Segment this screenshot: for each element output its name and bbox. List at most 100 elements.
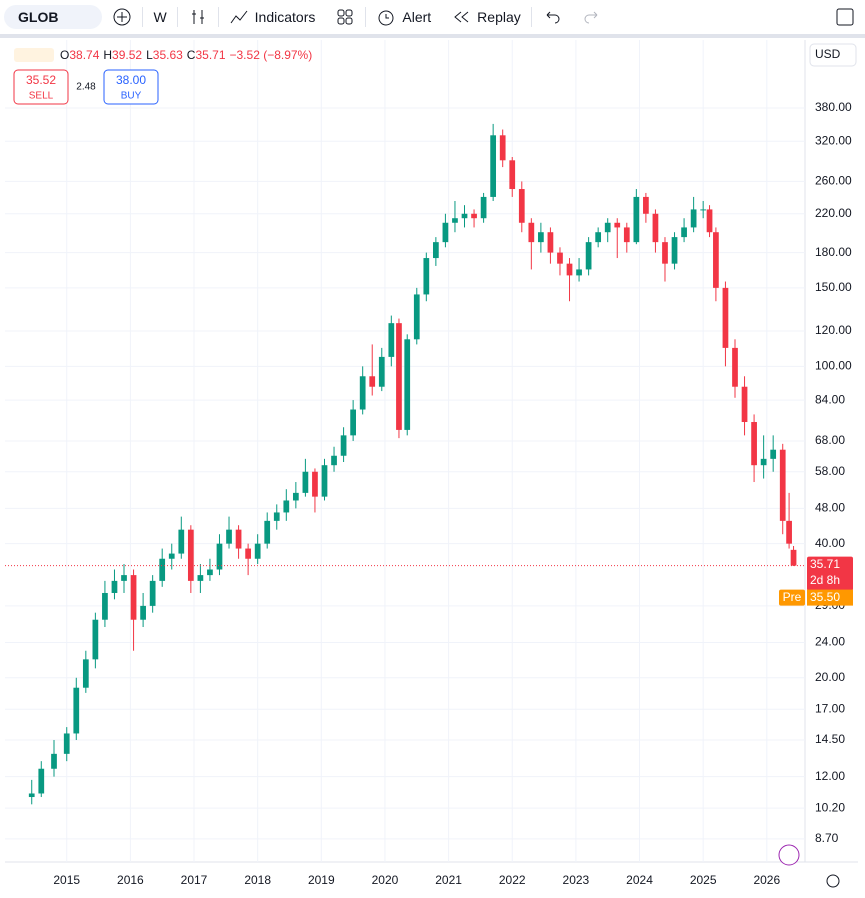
candle-body [461,213,468,219]
candle-body [557,252,563,264]
sell-price: 35.52 [26,73,56,87]
y-tick-label: 14.50 [815,732,845,746]
candle-body [82,659,89,688]
candle-body [149,580,156,606]
candle-body [312,471,318,497]
candle-body [700,209,707,211]
legend-key: L [146,48,153,62]
pre-label: Pre [783,590,802,604]
buy-label: BUY [121,91,142,102]
candle-body [751,422,757,466]
legend-value: 35.63 [153,48,183,62]
candle-body [197,575,204,581]
candle-body [226,529,232,544]
y-tick-label: 48.00 [815,501,845,515]
alert-icon [378,10,394,26]
undo[interactable] [532,0,572,34]
y-tick-label: 220.00 [815,206,852,220]
candle-body [604,222,611,233]
candle-body [643,196,649,214]
candle-body [490,135,497,197]
candle-body [423,258,430,295]
candle-body [38,768,45,794]
x-tick-label: 2019 [308,873,335,887]
layouts-icon [337,9,353,25]
sell-label: SELL [29,91,54,102]
candle-body [111,580,118,593]
chart: 380.00 320.00 260.00 220.00 180.00 150.00 120.… [0,38,865,898]
separator [217,7,219,27]
legend-value: 35.71 [195,48,225,62]
candle-body [321,465,328,497]
x-tick-label: 2016 [117,873,144,887]
candle-body [331,455,337,466]
redo-icon [584,11,598,24]
indicators[interactable]: Indicators [219,0,326,34]
countdown: 2d 8h [810,573,840,587]
candle-body [388,323,395,357]
candle-body [790,549,797,566]
y-tick-label: 120.00 [815,323,852,337]
interval[interactable]: W [153,9,167,25]
candle-body [245,548,251,559]
x-tick-label: 2015 [53,873,80,887]
candle-body [433,242,439,259]
candle-body [292,492,299,501]
legend-value: 38.74 [69,48,99,62]
separator [176,7,178,27]
y-tick-label: 150.00 [815,280,852,294]
candle-body [264,520,271,544]
candle-body [442,222,449,243]
candle-body [187,529,194,581]
add-symbol[interactable] [102,0,142,34]
redo[interactable] [572,0,612,34]
candle-body [706,209,713,233]
separator [530,7,532,27]
legend-key: C [187,48,196,62]
pre-price-box [807,589,853,606]
candle-body [538,232,544,243]
last-price-label: 35.71 [810,557,840,571]
candle-body [350,409,356,436]
candle-body [207,569,213,576]
y-tick-label: 12.00 [815,769,845,783]
candle-body [216,543,223,570]
sell-button[interactable] [13,69,69,105]
x-tick-label: 2025 [690,873,717,887]
alert-label: Alert [402,9,432,25]
plus-icon [113,8,131,26]
candle-body [140,605,146,620]
candle-body [404,339,411,430]
candle-body [121,575,127,581]
candle-body [770,449,777,459]
y-tick-label: 100.00 [815,359,852,373]
alert[interactable]: Alert [366,0,441,34]
candle-body [369,376,376,387]
candle-body [585,242,592,270]
candle-body [595,232,602,243]
candle-body [518,189,525,223]
square-icon [836,8,854,26]
buy-button[interactable] [103,69,159,105]
replay[interactable]: Replay [441,0,531,34]
chart-type[interactable] [178,0,218,34]
replay-icon [454,11,469,23]
layouts[interactable] [325,0,365,34]
candle-body [51,753,57,769]
candle-body [235,529,242,549]
indicators-icon [230,10,248,24]
y-tick-label: 10.20 [815,800,845,814]
indicators-label: Indicators [254,9,316,25]
overlay: 35.71 2d 8h Pre 35.50 USD O38.74 H39.52 L35.63 C… [5,43,857,888]
candle-icon [191,10,204,24]
symbol[interactable]: GLOB [4,5,103,29]
y-tick-label: 260.00 [815,174,852,188]
x-tick-label: 2026 [753,873,780,887]
spread: 2.48 [76,82,96,93]
toolbar: GLOB W Indicators Alert Replay [0,0,865,38]
x-tick-label: 2018 [244,873,271,887]
candle-body [159,558,166,581]
candle-body [652,213,659,243]
fullscreen[interactable] [825,0,865,34]
x-tick-label: 2023 [563,873,590,887]
